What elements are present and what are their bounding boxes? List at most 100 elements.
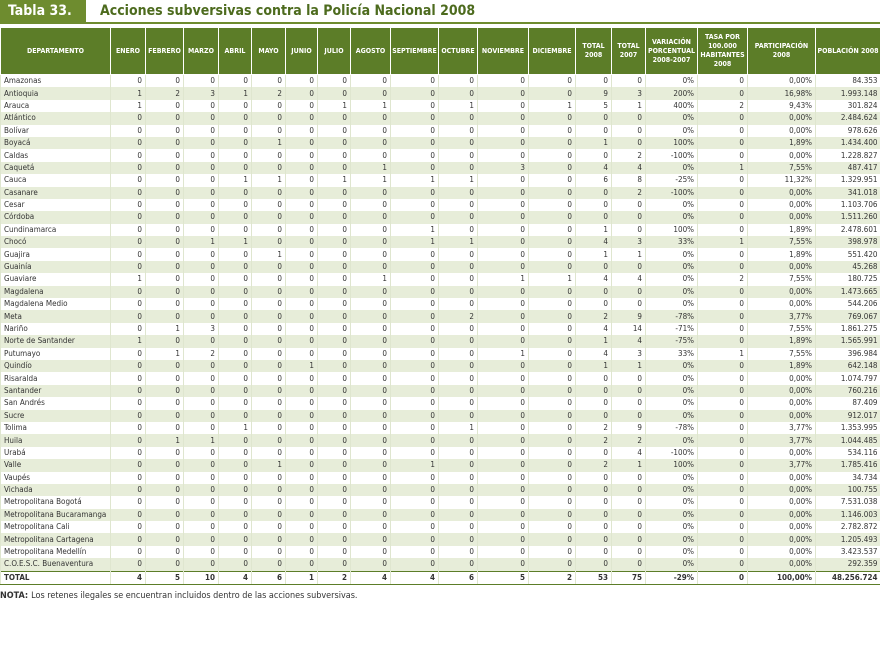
cell: 0 [697,248,748,261]
cell: 0 [317,74,351,88]
cell: 0 [438,124,478,137]
cell: 0 [438,211,478,224]
cell: 0 [317,149,351,162]
table-row: Cauca 0 0 0 1 1 0 1 1 1 1 0 0 6 8 -25% 0 11,32% 1.329.951 [0,174,880,187]
cell: 100% [645,459,698,472]
cell: 0 [251,533,286,546]
cell: 0 [183,471,219,484]
cell: 0 [350,409,391,422]
row-label: Nariño [0,322,111,336]
cell: 1 [575,335,612,348]
cell: 3.423.537 [815,545,880,559]
cell: 0 [477,496,529,509]
cell: 0 [575,384,612,398]
cell: 0 [183,198,219,212]
cell: 0 [317,409,351,422]
cell: 0 [251,74,286,88]
cell: 0 [145,298,184,311]
cell: 0 [110,161,146,175]
cell: 0 [218,409,252,422]
cell: 0 [285,421,318,435]
cell: 0 [575,521,612,534]
cell: 1 [438,174,478,187]
cell: 1 [251,459,286,472]
cell: 0 [285,347,318,360]
cell: 7,55% [747,161,816,175]
cell: 0 [528,87,576,100]
cell: 0 [145,248,184,261]
cell: 0 [611,285,646,299]
cell: 0 [145,409,184,422]
column-header: OCTUBRE [438,27,478,75]
cell: 0 [251,298,286,311]
cell: 0 [110,285,146,299]
cell: 0 [477,459,529,472]
cell: 0 [317,459,351,472]
cell: 0 [218,136,252,150]
cell: 9 [611,310,646,323]
cell: 0 [528,285,576,299]
cell: 0 [218,285,252,299]
cell: 8 [611,174,646,187]
cell: 1.434.400 [815,136,880,150]
cell: 2 [611,434,646,447]
cell: 1.146.003 [815,508,880,522]
cell: 0 [145,335,184,348]
cell: 1 [350,174,391,187]
cell: 0 [477,186,529,199]
cell: 398.978 [815,236,880,249]
table-row: Arauca 1 0 0 0 0 0 1 1 0 1 0 1 5 1 400% 2 9,43% 301.824 [0,99,880,113]
cell: 0 [183,211,219,224]
cell: 0,00% [747,446,816,460]
cell: 0 [438,273,478,286]
cell: 0 [350,248,391,261]
cell: 0 [350,298,391,311]
row-label: Risaralda [0,372,111,385]
cell: 2 [438,310,478,323]
cell: 0 [183,545,219,559]
cell: 1.103.706 [815,198,880,212]
cell: 0,00% [747,558,816,572]
total-cell: 2 [317,570,351,586]
cell: 1,89% [747,248,816,261]
cell: 4 [575,273,612,286]
cell: 0 [350,421,391,435]
cell: 1.565.991 [815,335,880,348]
cell: 0 [575,124,612,137]
cell: 0 [183,335,219,348]
cell: 0 [438,74,478,88]
cell: 0 [317,372,351,385]
cell: 0 [285,260,318,274]
total-cell: 0 [697,570,748,586]
cell: 0 [390,248,439,261]
table-row: Guaviare 1 0 0 0 0 0 0 1 0 0 1 1 4 4 0% 2 7,55% 180.725 [0,273,880,286]
cell: 0% [645,521,698,534]
cell: 0 [183,459,219,472]
cell: 0 [477,198,529,212]
cell: 0% [645,558,698,572]
cell: 0 [438,533,478,546]
cell: 0 [438,508,478,522]
cell: 0 [438,434,478,447]
cell: 0 [218,248,252,261]
cell: 4 [575,161,612,175]
cell: 1 [528,273,576,286]
total-cell: 2 [528,570,576,586]
row-label: Norte de Santander [0,335,111,348]
cell: 0 [697,545,748,559]
cell: 0 [350,521,391,534]
cell: 0 [697,558,748,572]
cell: 0 [218,198,252,212]
cell: 0 [285,161,318,175]
cell: 0 [110,459,146,472]
cell: 0 [350,260,391,274]
cell: 0 [183,310,219,323]
cell: 9 [611,421,646,435]
cell: 0 [145,198,184,212]
cell: 0 [438,496,478,509]
cell: 0 [145,421,184,435]
cell: 0 [697,310,748,323]
cell: 0 [110,521,146,534]
cell: 0 [317,421,351,435]
cell: 2 [697,99,748,113]
